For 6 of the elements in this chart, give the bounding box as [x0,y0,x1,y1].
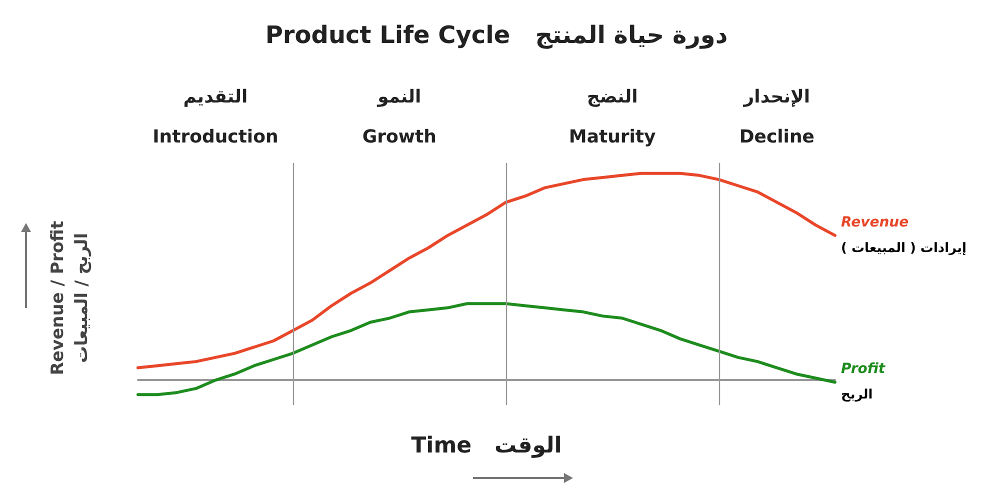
x-axis-title: Time الوقت [411,434,562,458]
series-label: Profit [841,361,886,378]
series-label: Revenue [841,214,909,230]
chart-title: Product Life Cycle دورة حياة المنتج [265,21,728,49]
text: الربح [841,388,873,403]
text: إيرادات ( المبيعات ) [841,240,966,256]
